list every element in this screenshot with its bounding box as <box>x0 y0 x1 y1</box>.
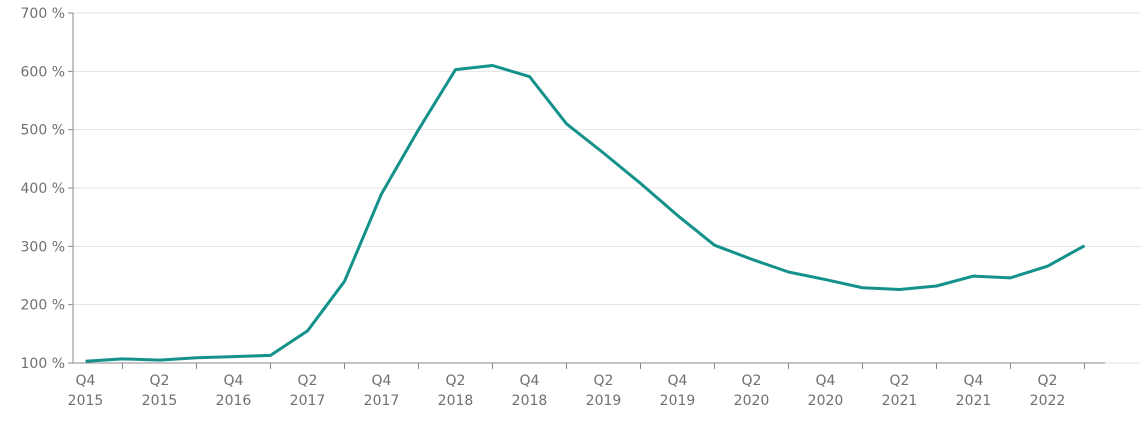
x-tick-label-line: Q2 <box>890 373 910 389</box>
x-tick-label-line: 2016 <box>216 393 252 409</box>
x-tick-label-line: Q4 <box>372 373 392 389</box>
x-tick-label-line: Q2 <box>1038 373 1058 389</box>
x-tick-label-line: 2015 <box>142 393 178 409</box>
x-tick-label-line: 2019 <box>586 393 622 409</box>
x-tick-label-line: 2018 <box>438 393 474 409</box>
y-tick-label: 700 % <box>21 6 65 22</box>
x-tick-label: Q2 2019 <box>586 373 622 409</box>
x-tick-label: Q4 2019 <box>660 373 696 409</box>
x-tick-label-line: Q4 <box>520 373 540 389</box>
x-tick-label-line: Q2 <box>742 373 762 389</box>
x-tick-label-line: Q4 <box>76 373 96 389</box>
x-tick-label-line: 2017 <box>364 393 400 409</box>
x-tick-label: Q4 2020 <box>808 373 844 409</box>
x-tick-label: Q2 2015 <box>142 373 178 409</box>
x-tick-label-line: Q4 <box>224 373 244 389</box>
x-tick-label-line: Q4 <box>816 373 836 389</box>
x-tick-label: Q2 2020 <box>734 373 770 409</box>
y-tick-label: 300 % <box>21 239 65 255</box>
x-tick-label: Q4 2021 <box>956 373 992 409</box>
x-tick-label: Q4 2015 <box>68 373 104 409</box>
y-tick-label: 400 % <box>21 181 65 197</box>
y-tick-label: 500 % <box>21 123 65 139</box>
x-tick-label: Q2 2022 <box>1030 373 1066 409</box>
x-tick-label-line: Q2 <box>298 373 318 389</box>
x-tick-label: Q4 2016 <box>216 373 252 409</box>
x-tick-label-line: 2015 <box>68 393 104 409</box>
x-tick-label-line: 2018 <box>512 393 548 409</box>
x-tick-label-line: 2019 <box>660 393 696 409</box>
x-tick-label-line: Q2 <box>150 373 170 389</box>
x-tick-label-line: 2017 <box>290 393 326 409</box>
x-tick-label-line: 2020 <box>734 393 770 409</box>
x-tick-label: Q2 2018 <box>438 373 474 409</box>
x-tick-label-line: 2020 <box>808 393 844 409</box>
x-tick-label-line: 2021 <box>956 393 992 409</box>
x-tick-label: Q4 2018 <box>512 373 548 409</box>
y-tick-label: 200 % <box>21 298 65 314</box>
x-tick-label-line: Q2 <box>594 373 614 389</box>
x-tick-label-line: Q2 <box>446 373 466 389</box>
x-tick-label: Q4 2017 <box>364 373 400 409</box>
x-tick-label-line: Q4 <box>964 373 984 389</box>
x-tick-label-line: Q4 <box>668 373 688 389</box>
y-tick-label: 100 % <box>21 356 65 372</box>
line <box>85 64 1086 363</box>
y-tick-label: 600 % <box>21 64 65 80</box>
x-tick-label-line: 2022 <box>1030 393 1066 409</box>
x-tick-label: Q2 2021 <box>882 373 918 409</box>
x-tick-label: Q2 2017 <box>290 373 326 409</box>
x-tick-label-line: 2021 <box>882 393 918 409</box>
